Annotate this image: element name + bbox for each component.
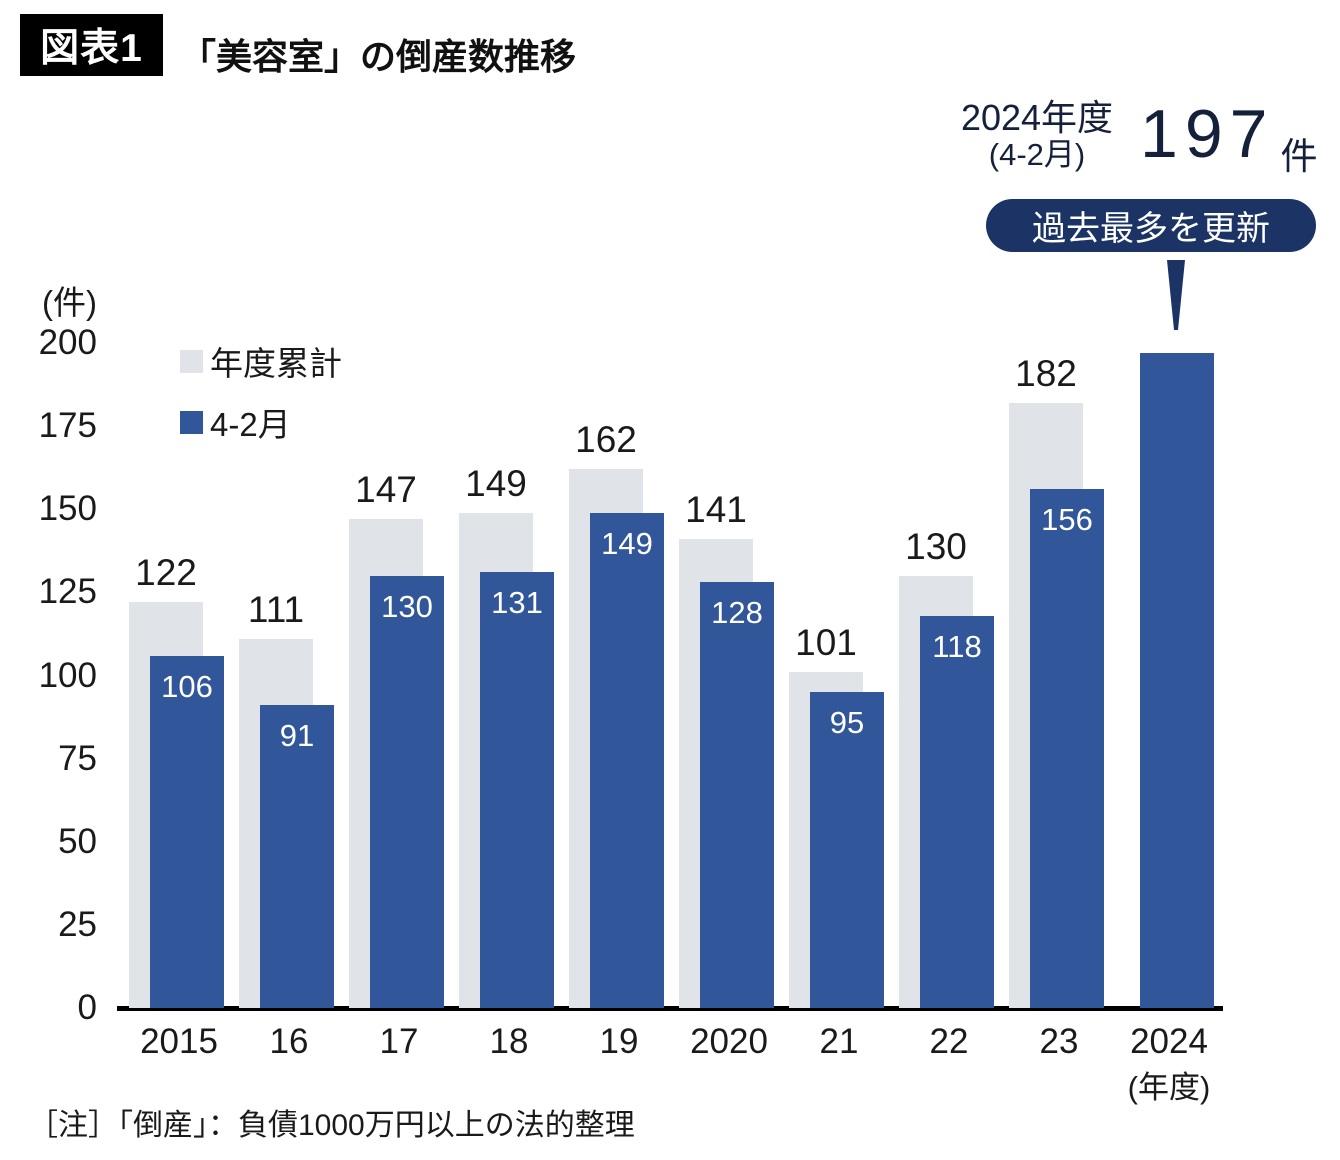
x-tick-2020: 2020: [690, 1022, 768, 1061]
y-tick-150: 150: [38, 489, 97, 529]
bar-annual-label-2015: 122: [135, 552, 197, 594]
bar-aprfeb-2015: [150, 655, 224, 1008]
annotation-2024: 2024年度 (4-2月) 197 件: [948, 96, 1318, 180]
bar-aprfeb-label-22: 118: [932, 628, 982, 664]
bar-annual-label-17: 147: [355, 469, 417, 511]
x-tick-23: 23: [1039, 1022, 1079, 1061]
y-tick-100: 100: [38, 655, 97, 695]
legend-item-annual: 年度累計: [180, 337, 342, 385]
x-tick-2024: 2024: [1130, 1022, 1208, 1061]
y-tick-75: 75: [58, 738, 97, 778]
x-tick-17: 17: [379, 1022, 419, 1061]
y-tick-200: 200: [38, 323, 97, 362]
bar-aprfeb-18: [480, 572, 554, 1008]
legend-item-apr-feb: 4-2月: [180, 398, 342, 446]
x-tick-21: 21: [819, 1022, 859, 1061]
x-tick-16: 16: [269, 1022, 309, 1061]
plot-area: 122 106 2015 111 91 16 147 130 17 149 131 18 162 149 1…: [120, 343, 1224, 1061]
bar-aprfeb-label-16: 91: [279, 718, 315, 754]
bar-aprfeb-22: [920, 615, 994, 1008]
bar-aprfeb-label-17: 130: [381, 588, 433, 624]
legend-swatch-blue: [180, 410, 203, 434]
bar-aprfeb-21: [810, 692, 884, 1008]
y-tick-175: 175: [38, 406, 97, 446]
footnote: ［注］「倒産」：負債1000万円以上の法的整理: [28, 1109, 635, 1142]
bar-aprfeb-2024: [1140, 352, 1214, 1008]
y-tick-50: 50: [58, 821, 97, 861]
figure-title: 「美容室」の倒産数推移: [180, 36, 577, 77]
bar-aprfeb-label-21: 95: [829, 705, 865, 741]
arrow-down-icon: [1167, 260, 1185, 330]
x-axis-unit: (年度): [1127, 1070, 1211, 1105]
bar-aprfeb-label-2020: 128: [711, 595, 763, 631]
figure-tag: 図表1: [20, 14, 163, 76]
y-tick-125: 125: [38, 572, 97, 612]
x-tick-18: 18: [489, 1022, 529, 1061]
bar-aprfeb-2020: [700, 582, 774, 1008]
bar-annual-label-18: 149: [465, 462, 527, 504]
bar-annual-label-2020: 141: [685, 489, 747, 531]
annotation-value: 197: [1140, 96, 1275, 172]
legend: 年度累計 4-2月: [180, 337, 342, 459]
x-tick-19: 19: [599, 1022, 639, 1061]
bar-aprfeb-16: [260, 705, 334, 1008]
annotation-period: 2024年度 (4-2月): [948, 98, 1126, 172]
x-axis-line: [117, 1006, 1223, 1011]
legend-swatch-gray: [180, 349, 203, 373]
annotation-period-line2: (4-2月): [988, 137, 1086, 172]
y-tick-25: 25: [58, 904, 97, 944]
x-tick-2015: 2015: [140, 1022, 218, 1061]
y-tick-0: 0: [77, 988, 97, 1027]
bar-aprfeb-19: [590, 512, 664, 1008]
bar-aprfeb-23: [1030, 489, 1104, 1008]
bar-aprfeb-label-23: 156: [1041, 502, 1093, 538]
record-high-badge: 過去最多を更新: [986, 199, 1316, 252]
annotation-period-line1: 2024年度: [960, 97, 1114, 138]
bar-aprfeb-17: [370, 575, 444, 1008]
annotation-unit: 件: [1280, 136, 1318, 177]
bar-annual-label-19: 162: [575, 419, 637, 461]
bar-annual-label-22: 130: [905, 525, 967, 567]
bar-aprfeb-label-19: 149: [601, 525, 653, 561]
bar-annual-label-16: 111: [247, 588, 305, 630]
bar-aprfeb-label-2015: 106: [161, 668, 213, 704]
legend-label-apr-feb: 4-2月: [210, 406, 291, 443]
bar-annual-label-21: 101: [795, 622, 857, 664]
x-tick-22: 22: [929, 1022, 969, 1061]
legend-label-annual: 年度累計: [210, 345, 342, 382]
bar-annual-label-23: 182: [1015, 352, 1077, 394]
y-axis-unit: (件): [42, 284, 97, 321]
bar-aprfeb-label-18: 131: [491, 585, 543, 621]
